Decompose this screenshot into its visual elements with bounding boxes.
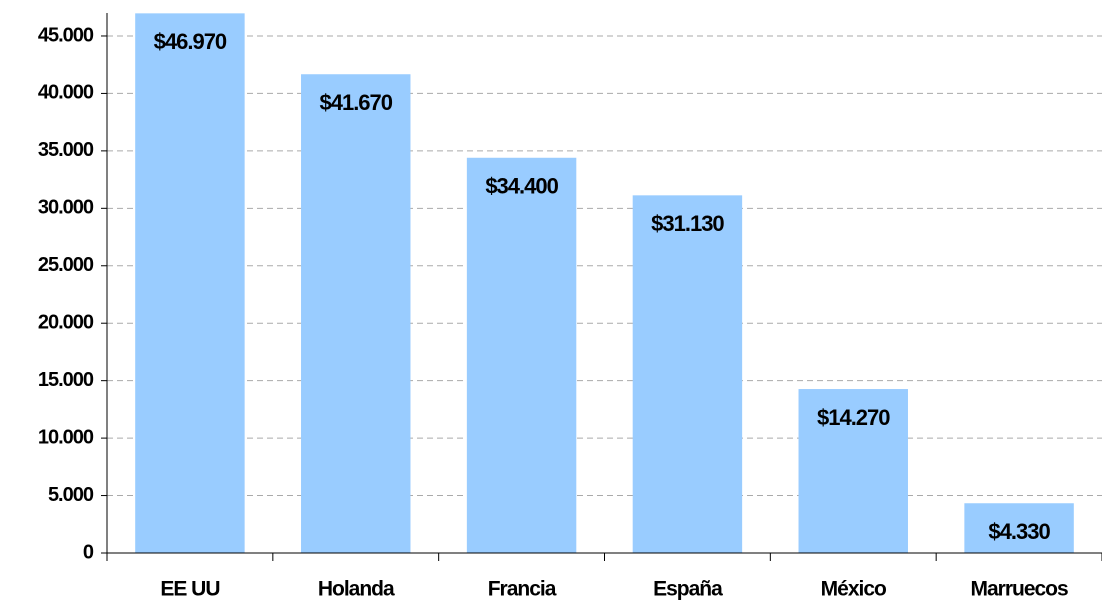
- value-label: $34.400: [485, 174, 558, 199]
- bar: [632, 195, 743, 553]
- x-tick-label: México: [821, 578, 886, 601]
- y-tick-label: 40.000: [38, 82, 94, 104]
- value-label: $4.330: [988, 519, 1050, 544]
- value-label: $41.670: [319, 90, 392, 115]
- x-tick-label: EE UU: [160, 578, 219, 601]
- y-tick-label: 20.000: [38, 311, 94, 333]
- value-label: $14.270: [817, 405, 890, 430]
- y-tick-label: 10.000: [38, 426, 94, 448]
- y-tick-label: 30.000: [38, 197, 94, 219]
- y-tick-label: 45.000: [38, 24, 94, 46]
- bar: [135, 13, 245, 554]
- y-tick-label: 0: [83, 541, 94, 563]
- x-tick-label: Francia: [488, 578, 557, 601]
- y-tick-label: 15.000: [38, 369, 94, 391]
- y-tick-label: 5.000: [48, 484, 94, 506]
- value-label: $31.130: [651, 211, 724, 236]
- x-tick-label: Holanda: [318, 578, 395, 601]
- x-tick-label: Marruecos: [970, 578, 1068, 601]
- bar: [964, 503, 1074, 553]
- y-tick-label: 35.000: [38, 139, 94, 161]
- bar: [301, 74, 411, 554]
- value-label: $46.970: [154, 29, 227, 54]
- x-tick-label: España: [653, 578, 723, 601]
- bar: [798, 389, 908, 553]
- y-tick-label: 25.000: [38, 254, 94, 276]
- bar: [466, 157, 577, 553]
